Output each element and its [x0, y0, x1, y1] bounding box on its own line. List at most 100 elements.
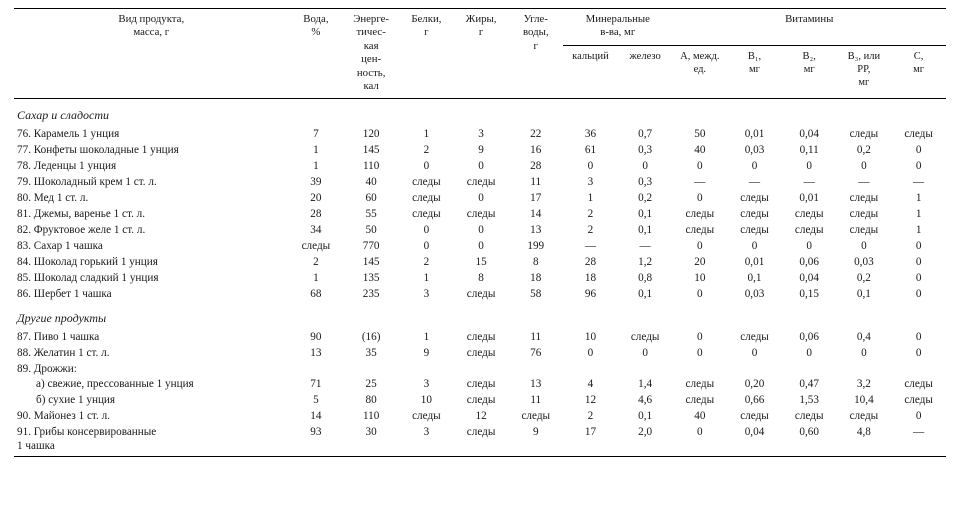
value-cell: —: [727, 174, 782, 190]
value-cell: 39: [289, 174, 344, 190]
product-name: 88. Желатин 1 ст. л.: [14, 345, 289, 361]
table-row: 82. Фруктовое желе 1 ст. л.3450001320,1с…: [14, 222, 946, 238]
value-cell: следы: [782, 206, 837, 222]
product-name: 91. Грибы консервированные1 чашка: [14, 424, 289, 457]
value-cell: 0,01: [727, 254, 782, 270]
value-cell: 40: [343, 174, 399, 190]
value-cell: 12: [454, 408, 509, 424]
value-cell: 0: [563, 158, 618, 174]
product-name: а) свежие, прессованные 1 унция: [14, 376, 289, 392]
value-cell: 3: [399, 376, 454, 392]
section-title: Сахар и сладости: [14, 98, 946, 126]
value-cell: 60: [343, 190, 399, 206]
value-cell: [343, 361, 399, 376]
value-cell: 3,2: [837, 376, 892, 392]
value-cell: 96: [563, 286, 618, 302]
value-cell: 0,2: [837, 270, 892, 286]
value-cell: 13: [508, 376, 563, 392]
table-row: 89. Дрожжи:: [14, 361, 946, 376]
table-row: 86. Шербет 1 чашка682353следы58960,100,0…: [14, 286, 946, 302]
value-cell: 1,2: [618, 254, 673, 270]
value-cell: следы: [454, 206, 509, 222]
value-cell: [563, 361, 618, 376]
value-cell: 0: [891, 286, 946, 302]
value-cell: 58: [508, 286, 563, 302]
value-cell: 8: [508, 254, 563, 270]
value-cell: 0,66: [727, 392, 782, 408]
value-cell: 235: [343, 286, 399, 302]
table-row: 84. Шоколад горький 1 унция21452158281,2…: [14, 254, 946, 270]
value-cell: 1: [891, 222, 946, 238]
value-cell: 3: [399, 424, 454, 457]
value-cell: [891, 361, 946, 376]
col-carbs: Угле-воды,г: [508, 9, 563, 99]
value-cell: 14: [508, 206, 563, 222]
value-cell: 0: [454, 158, 509, 174]
value-cell: 0: [672, 158, 727, 174]
value-cell: [727, 361, 782, 376]
product-name: 86. Шербет 1 чашка: [14, 286, 289, 302]
product-name: 78. Леденцы 1 унция: [14, 158, 289, 174]
value-cell: 55: [343, 206, 399, 222]
value-cell: следы: [672, 206, 727, 222]
value-cell: следы: [399, 206, 454, 222]
value-cell: 0: [454, 238, 509, 254]
value-cell: 50: [343, 222, 399, 238]
value-cell: 28: [563, 254, 618, 270]
value-cell: 0,1: [837, 286, 892, 302]
value-cell: 0,1: [618, 408, 673, 424]
table-row: 79. Шоколадный крем 1 ст. л.3940следысле…: [14, 174, 946, 190]
value-cell: [454, 361, 509, 376]
value-cell: 1: [399, 329, 454, 345]
value-cell: 0: [672, 286, 727, 302]
col-vit-c: C,мг: [891, 46, 946, 99]
value-cell: 10,4: [837, 392, 892, 408]
value-cell: 0,03: [727, 142, 782, 158]
value-cell: следы: [727, 190, 782, 206]
col-energy: Энерге-тичес-каяцен-ность,кал: [343, 9, 399, 99]
value-cell: 0,04: [782, 126, 837, 142]
value-cell: 2: [563, 408, 618, 424]
value-cell: [399, 361, 454, 376]
value-cell: 145: [343, 142, 399, 158]
value-cell: следы: [672, 392, 727, 408]
value-cell: 110: [343, 408, 399, 424]
value-cell: 0,7: [618, 126, 673, 142]
value-cell: 1: [399, 270, 454, 286]
product-name: 87. Пиво 1 чашка: [14, 329, 289, 345]
value-cell: следы: [837, 408, 892, 424]
col-protein: Белки,г: [399, 9, 454, 99]
value-cell: [782, 361, 837, 376]
value-cell: 0: [891, 270, 946, 286]
value-cell: 8: [454, 270, 509, 286]
value-cell: 0: [891, 329, 946, 345]
value-cell: следы: [399, 174, 454, 190]
value-cell: 35: [343, 345, 399, 361]
value-cell: 36: [563, 126, 618, 142]
product-name: 79. Шоколадный крем 1 ст. л.: [14, 174, 289, 190]
value-cell: 10: [563, 329, 618, 345]
value-cell: 0: [727, 238, 782, 254]
value-cell: 0: [563, 345, 618, 361]
product-name: 82. Фруктовое желе 1 ст. л.: [14, 222, 289, 238]
value-cell: 93: [289, 424, 344, 457]
value-cell: 0: [891, 345, 946, 361]
value-cell: следы: [837, 206, 892, 222]
value-cell: 14: [289, 408, 344, 424]
product-name: 76. Карамель 1 унция: [14, 126, 289, 142]
value-cell: 28: [289, 206, 344, 222]
value-cell: 13: [508, 222, 563, 238]
value-cell: 9: [454, 142, 509, 158]
value-cell: 30: [343, 424, 399, 457]
product-name: 83. Сахар 1 чашка: [14, 238, 289, 254]
table-row: 80. Мед 1 ст. л.2060следы01710,20следы0,…: [14, 190, 946, 206]
value-cell: 1: [399, 126, 454, 142]
value-cell: [672, 361, 727, 376]
value-cell: 1: [891, 190, 946, 206]
col-iron: железо: [618, 46, 673, 99]
value-cell: 2: [563, 222, 618, 238]
value-cell: 15: [454, 254, 509, 270]
value-cell: 18: [508, 270, 563, 286]
value-cell: 770: [343, 238, 399, 254]
value-cell: следы: [672, 376, 727, 392]
